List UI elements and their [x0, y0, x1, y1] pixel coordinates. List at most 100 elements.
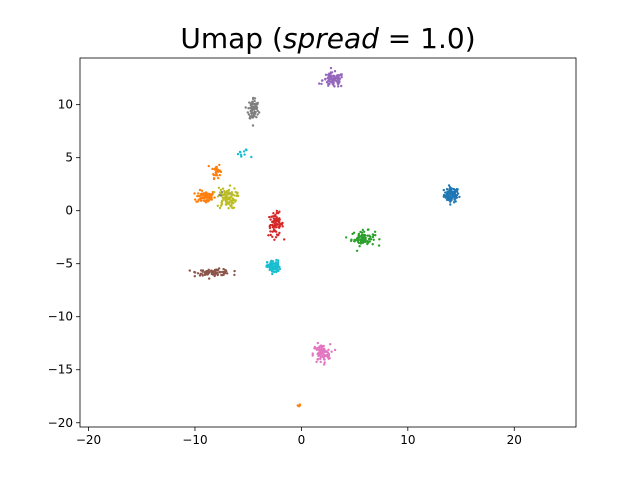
- point-blue: [449, 203, 452, 206]
- point-cyan: [270, 259, 273, 262]
- point-pink: [313, 347, 316, 350]
- point-purple: [330, 81, 334, 84]
- point-blue: [456, 192, 460, 195]
- point-purple: [336, 74, 339, 77]
- point-cyan: [242, 150, 246, 153]
- title-equals: =: [379, 22, 420, 55]
- point-orange: [212, 177, 216, 181]
- point-pink: [328, 357, 331, 360]
- point-brown: [199, 269, 203, 272]
- point-green: [355, 237, 359, 240]
- point-gray: [249, 110, 252, 113]
- point-red: [268, 226, 272, 230]
- point-olive: [221, 187, 225, 190]
- point-orange: [214, 174, 217, 177]
- point-orange: [194, 198, 197, 201]
- point-red: [276, 234, 279, 237]
- point-orange: [298, 403, 302, 406]
- point-cyan: [239, 151, 242, 154]
- point-olive: [228, 197, 232, 200]
- point-red: [275, 223, 278, 227]
- point-green: [368, 240, 371, 243]
- point-pink: [322, 355, 326, 358]
- cluster-gray: [218, 96, 261, 197]
- y-tick-label: −10: [48, 310, 73, 324]
- point-blue: [446, 194, 449, 197]
- point-olive: [232, 206, 236, 209]
- point-red: [278, 231, 281, 235]
- point-olive: [216, 204, 219, 207]
- point-pink: [311, 352, 314, 355]
- point-green: [369, 238, 373, 241]
- point-blue: [455, 190, 459, 193]
- point-blue: [453, 198, 456, 201]
- cluster-orange: [193, 163, 302, 408]
- point-green: [359, 238, 362, 242]
- point-gray: [250, 115, 253, 118]
- point-green: [359, 242, 362, 245]
- point-purple: [333, 70, 337, 73]
- point-pink: [322, 358, 326, 361]
- point-pink: [319, 357, 322, 360]
- point-pink: [327, 352, 331, 356]
- point-orange: [198, 188, 202, 192]
- point-pink: [321, 351, 324, 354]
- point-purple: [326, 80, 330, 83]
- point-pink: [318, 346, 321, 349]
- point-pink: [315, 348, 319, 351]
- point-red: [272, 226, 275, 229]
- y-tick-label: 0: [65, 204, 73, 218]
- point-olive: [224, 194, 227, 198]
- point-brown: [198, 274, 202, 277]
- point-red: [270, 215, 273, 218]
- point-orange: [212, 173, 215, 176]
- point-purple: [320, 79, 324, 82]
- point-purple: [328, 74, 332, 77]
- point-blue: [453, 193, 457, 196]
- point-green: [361, 241, 365, 245]
- y-tick-label: −15: [48, 363, 73, 377]
- point-cyan: [276, 264, 279, 267]
- point-olive: [223, 192, 226, 195]
- point-cyan: [239, 153, 243, 157]
- point-gray: [256, 109, 259, 113]
- point-orange: [217, 176, 220, 180]
- point-blue: [450, 187, 453, 190]
- point-brown: [203, 271, 206, 275]
- point-purple: [324, 77, 327, 81]
- cluster-purple: [318, 66, 343, 88]
- point-green: [358, 245, 361, 248]
- cluster-olive: [213, 184, 240, 210]
- point-blue: [447, 184, 451, 187]
- point-cyan: [265, 261, 269, 264]
- point-cyan: [271, 266, 274, 269]
- point-pink: [329, 343, 332, 346]
- point-gray: [258, 111, 261, 114]
- cluster-blue: [442, 184, 461, 206]
- point-cyan: [270, 270, 274, 273]
- point-cyan: [245, 148, 248, 152]
- point-brown: [201, 269, 205, 272]
- x-tick-label: −20: [76, 433, 101, 447]
- point-blue: [451, 190, 454, 194]
- point-gray: [252, 108, 255, 111]
- point-purple: [330, 77, 334, 80]
- point-purple: [329, 66, 333, 70]
- point-olive: [225, 203, 228, 206]
- point-purple: [328, 82, 331, 86]
- point-green: [366, 234, 369, 237]
- point-red: [275, 211, 278, 215]
- point-purple: [333, 85, 336, 88]
- point-green: [360, 231, 364, 234]
- point-orange: [216, 168, 220, 171]
- point-pink: [316, 341, 320, 345]
- point-gray: [255, 116, 258, 119]
- point-green: [368, 234, 371, 237]
- point-cyan: [277, 259, 280, 262]
- point-red: [281, 221, 284, 225]
- point-red: [272, 212, 275, 215]
- point-brown: [220, 273, 223, 277]
- point-red: [271, 235, 274, 238]
- point-pink: [327, 348, 330, 351]
- point-orange: [209, 197, 212, 200]
